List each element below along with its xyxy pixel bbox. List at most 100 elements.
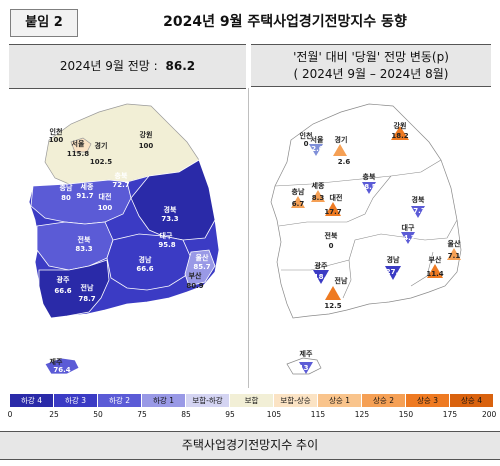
left-label-gyeongnam-value: 66.6 [136, 265, 153, 273]
legend-tick: 75 [137, 410, 147, 419]
left-label-gyeongbuk-name: 경북 [164, 205, 177, 214]
marker-gyeongbuk [411, 206, 425, 218]
legend-item: 보합 [230, 394, 274, 407]
marker-busan [427, 264, 443, 278]
right-label-daejeon-value: 17.7 [324, 208, 341, 216]
right-label-busan-value: 11.4 [426, 270, 443, 278]
legend-tick: 200 [481, 410, 497, 419]
marker-gangwon [391, 126, 409, 140]
left-label-chungnam-name: 충남 [60, 183, 73, 192]
right-label-sejong-value: 8.3 [312, 194, 325, 202]
legend-tick: 85 [181, 410, 191, 419]
right-label-gyeongnam-value: -27.1 [383, 268, 403, 276]
right-map-panel: 인천 0 서울 -2.6 경기 2.6 강원 18.2 충북 -8.5 충남 6… [251, 90, 491, 388]
marker-daegu [401, 232, 415, 244]
left-map-panel: 인천 100 서울 115.8 경기 102.5 강원 100 충북 72.7 … [9, 90, 246, 388]
left-label-sejong-value: 91.7 [76, 192, 93, 200]
right-label-busan-name: 부산 [429, 255, 442, 264]
marker-ulsan [447, 248, 461, 260]
right-label-ulsan-value: 7.1 [448, 252, 461, 260]
left-label-incheon-value: 100 [49, 136, 64, 144]
left-region-central [30, 179, 132, 225]
legend-bar: 하강 4 하강 3 하강 2 하강 1 보합-하강 보합 보합-상승 상승 1 … [10, 394, 494, 407]
left-label-gyeongnam-name: 경남 [139, 255, 152, 264]
right-map-border-5 [410, 251, 434, 287]
legend-item: 하강 3 [54, 394, 98, 407]
legend-tick: 0 [7, 410, 13, 419]
right-panel-title-line1: '전월' 대비 '당월' 전망 변동(p) [293, 50, 449, 64]
marker-chungbuk [362, 182, 376, 194]
left-label-daejeon-value: 100 [98, 204, 113, 212]
left-label-gyeongbuk-value: 73.3 [161, 215, 178, 223]
right-label-gyeongbuk-value: -7.3 [410, 207, 425, 215]
left-label-gwangju-name: 광주 [57, 275, 70, 284]
legend-ticks: 0 25 50 75 85 95 105 115 125 150 175 200 [7, 410, 497, 420]
left-label-sejong-name: 세종 [81, 182, 94, 191]
left-region-jeju [44, 357, 80, 375]
right-map-border-4 [342, 259, 352, 299]
right-label-jeonnam-name: 전남 [335, 276, 348, 285]
right-label-gyeonggi-name: 경기 [335, 135, 348, 144]
marker-sejong [311, 190, 325, 202]
legend-tick: 115 [310, 410, 326, 419]
left-label-jeju-value: 76.4 [53, 366, 70, 374]
legend-item: 상승 1 [318, 394, 362, 407]
left-label-ulsan-name: 울산 [196, 253, 209, 262]
page-title: 2024년 9월 주택사업경기전망지수 동향 [163, 14, 407, 30]
left-label-busan-value: 80.9 [186, 282, 203, 290]
right-label-jeonbuk-name: 전북 [325, 231, 338, 240]
marker-jeju [299, 362, 313, 374]
right-label-chungbuk-value: -8.5 [361, 183, 376, 191]
left-region-jeonnam [38, 259, 110, 319]
marker-gyeongnam [385, 266, 401, 280]
right-label-gwangju-value: -18.6 [311, 273, 331, 281]
right-label-jeonbuk-value: 0 [329, 242, 334, 250]
legend-item: 상승 2 [362, 394, 406, 407]
left-label-daegu-value: 95.8 [158, 241, 175, 249]
left-panel-header: 2024년 9월 전망 : 86.2 [9, 44, 246, 89]
legend-tick: 125 [354, 410, 370, 419]
legend-item: 하강 4 [10, 394, 54, 407]
right-map-border-3 [281, 219, 458, 271]
left-region-gyeongnam [106, 233, 192, 291]
left-label-seoul-name: 서울 [72, 139, 85, 148]
right-label-gyeonggi-value: 2.6 [338, 158, 351, 166]
right-label-gyeongnam-name: 경남 [387, 255, 400, 264]
right-panel-header: '전월' 대비 '당월' 전망 변동(p) ( 2024년 9월 – 2024년… [251, 44, 491, 87]
legend-item: 하강 1 [142, 394, 186, 407]
right-label-seoul-value: -2.6 [308, 145, 323, 153]
legend-tick: 150 [398, 410, 414, 419]
left-region-gyeongbuk [130, 159, 216, 241]
right-label-gangwon-name: 강원 [394, 121, 407, 130]
right-map-border-2 [278, 175, 392, 227]
left-label-jeonbuk-name: 전북 [78, 235, 91, 244]
right-label-jeonnam-value: 12.5 [324, 302, 341, 310]
left-panel-title-value: 86.2 [165, 59, 196, 73]
right-label-seoul-name: 서울 [311, 135, 324, 144]
right-map: 인천 0 서울 -2.6 경기 2.6 강원 18.2 충북 -8.5 충남 6… [270, 103, 462, 375]
legend-tick: 175 [442, 410, 458, 419]
marker-chungnam [291, 196, 305, 208]
left-label-gangwon-value: 100 [139, 142, 154, 150]
legend-tick: 95 [225, 410, 235, 419]
left-label-chungbuk-value: 72.7 [112, 181, 129, 189]
left-label-gangwon-name: 강원 [140, 130, 153, 139]
left-label-jeonnam-name: 전남 [81, 283, 94, 292]
left-label-seoul-value: 115.8 [67, 150, 89, 158]
section-title-trend: 주택사업경기전망지수 추이 [0, 431, 500, 460]
left-label-daegu-name: 대구 [160, 231, 173, 240]
right-label-daegu-name: 대구 [402, 223, 415, 232]
left-label-jeonbuk-value: 83.3 [75, 245, 92, 253]
right-label-jeju-name: 제주 [300, 349, 313, 358]
legend-tick: 50 [93, 410, 103, 419]
left-region-ulsan-busan [184, 249, 216, 287]
legend-tick: 105 [266, 410, 282, 419]
right-label-daegu-value: -4.2 [400, 234, 415, 242]
right-label-gangwon-value: 18.2 [391, 132, 408, 140]
marker-gyeonggi [333, 144, 347, 156]
right-label-chungnam-value: 6.7 [292, 200, 305, 208]
legend-item: 보합-하강 [186, 394, 230, 407]
right-panel-title-line2: ( 2024년 9월 – 2024년 8월) [293, 67, 449, 81]
right-label-ulsan-name: 울산 [448, 239, 461, 248]
panel-divider [248, 88, 249, 388]
